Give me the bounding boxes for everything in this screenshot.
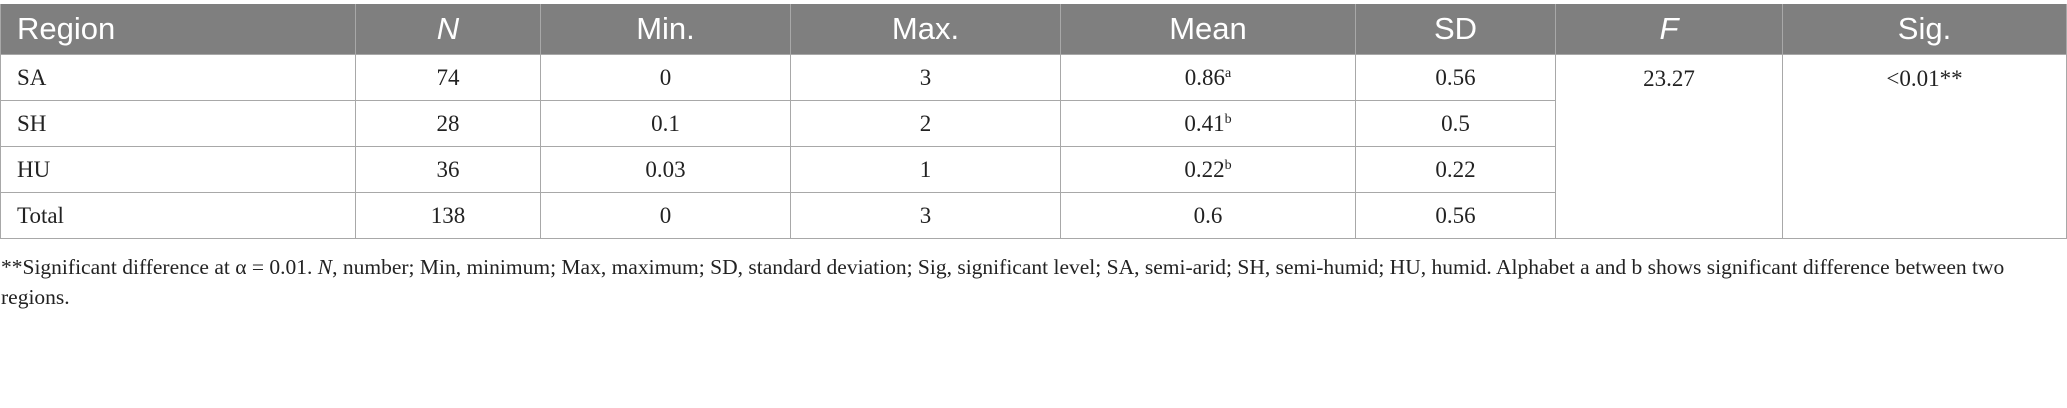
min-cell: 0.03 [540, 146, 791, 193]
header-cell: SD [1355, 4, 1556, 55]
mean-superscript: b [1224, 157, 1232, 173]
header-cell: F [1555, 4, 1783, 55]
sd-cell: 0.22 [1355, 146, 1556, 193]
header-cell: Region [0, 4, 356, 55]
sd-cell: 0.5 [1355, 100, 1556, 147]
max-cell: 1 [790, 146, 1061, 193]
mean-cell: 0.86a [1060, 54, 1356, 101]
header-cell: Mean [1060, 4, 1356, 55]
footnote-text: **Significant difference at α = 0.01. [1, 255, 318, 279]
mean-cell: 0.41b [1060, 100, 1356, 147]
min-cell: 0 [540, 192, 791, 239]
data-table: Region N Min. Max. Mean SD F Sig. SA 74 0 3… [0, 4, 2067, 239]
region-cell: Total [0, 192, 356, 239]
header-row: Region N Min. Max. Mean SD F Sig. [0, 4, 2067, 55]
header-cell: Max. [790, 4, 1061, 55]
table-body: SA 74 0 3 0.86a 0.56 23.27 <0.01** SH 28 0.1 2 0.41b… [0, 54, 2067, 239]
table-row: SH 28 0.1 2 0.41b 0.5 [0, 100, 2067, 147]
table-row: Total 138 0 3 0.6 0.56 [0, 192, 2067, 239]
f-cell: 23.27 [1555, 54, 1783, 239]
mean-cell: 0.22b [1060, 146, 1356, 193]
n-cell: 28 [355, 100, 541, 147]
footnote: **Significant difference at α = 0.01. N,… [1, 252, 2061, 312]
min-cell: 0.1 [540, 100, 791, 147]
mean-cell: 0.6 [1060, 192, 1356, 239]
n-cell: 138 [355, 192, 541, 239]
sig-cell: <0.01** [1782, 54, 2067, 239]
n-cell: 36 [355, 146, 541, 193]
mean-superscript: a [1225, 65, 1232, 81]
n-cell: 74 [355, 54, 541, 101]
max-cell: 2 [790, 100, 1061, 147]
mean-value: 0.86 [1184, 64, 1226, 90]
table-header: Region N Min. Max. Mean SD F Sig. [0, 4, 2067, 55]
max-cell: 3 [790, 192, 1061, 239]
region-cell: SH [0, 100, 356, 147]
header-cell: Min. [540, 4, 791, 55]
mean-value: 0.6 [1193, 202, 1223, 228]
mean-value: 0.41 [1184, 110, 1225, 136]
header-cell: Sig. [1782, 4, 2067, 55]
max-cell: 3 [790, 54, 1061, 101]
mean-superscript: b [1224, 111, 1232, 127]
region-cell: SA [0, 54, 356, 101]
sd-cell: 0.56 [1355, 54, 1556, 101]
table-row: SA 74 0 3 0.86a 0.56 23.27 <0.01** [0, 54, 2067, 239]
sd-cell: 0.56 [1355, 192, 1556, 239]
table-row: HU 36 0.03 1 0.22b 0.22 [0, 146, 2067, 193]
header-cell: N [355, 4, 541, 55]
mean-value: 0.22 [1184, 156, 1225, 182]
footnote-text: , number; Min, minimum; Max, maximum; SD… [1, 255, 2005, 309]
footnote-italic: N [317, 255, 333, 279]
region-cell: HU [0, 146, 356, 193]
min-cell: 0 [540, 54, 791, 101]
